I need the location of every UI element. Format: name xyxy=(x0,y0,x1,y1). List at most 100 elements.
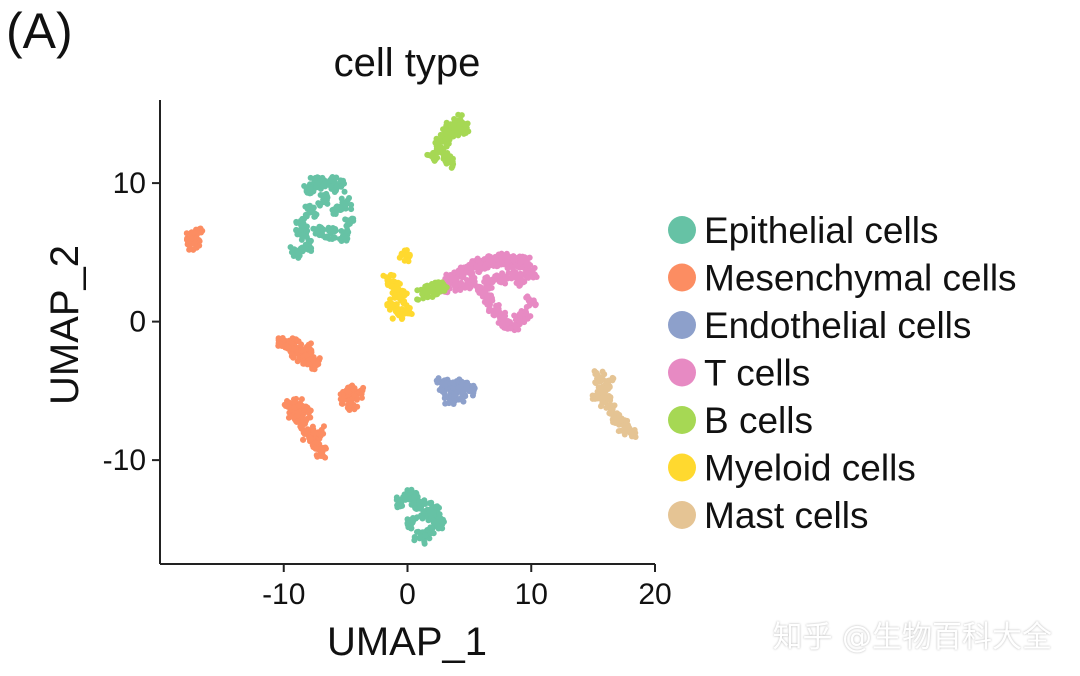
data-point xyxy=(439,286,446,293)
data-point xyxy=(458,112,465,119)
data-point xyxy=(624,417,631,424)
data-point xyxy=(300,436,307,443)
y-tick-label: 0 xyxy=(129,306,146,339)
data-point xyxy=(419,515,426,522)
data-point xyxy=(532,301,539,308)
data-point xyxy=(358,394,365,401)
legend-marker xyxy=(668,501,696,529)
data-point xyxy=(346,194,353,201)
data-point xyxy=(333,183,340,190)
y-tick-label: -10 xyxy=(103,444,146,477)
data-point xyxy=(333,174,340,181)
data-point xyxy=(384,301,391,308)
data-point xyxy=(460,391,467,398)
data-point xyxy=(466,285,473,292)
data-point xyxy=(308,245,315,252)
data-point xyxy=(341,188,348,195)
data-point xyxy=(345,388,352,395)
data-point xyxy=(348,201,355,208)
data-point xyxy=(424,151,431,158)
data-point xyxy=(421,540,428,547)
x-tick-label: 20 xyxy=(638,578,671,611)
series-4 xyxy=(414,111,472,303)
y-axis-title: UMAP_2 xyxy=(43,245,87,405)
data-point xyxy=(308,347,315,354)
data-point xyxy=(465,128,472,135)
data-point xyxy=(430,530,437,537)
data-point xyxy=(592,379,599,386)
data-point xyxy=(347,401,354,408)
data-point xyxy=(387,296,394,303)
data-point xyxy=(307,174,314,181)
panel-label: (A) xyxy=(6,3,73,59)
legend-label: B cells xyxy=(704,400,813,441)
data-point xyxy=(298,396,305,403)
data-point xyxy=(464,385,471,392)
data-point xyxy=(300,346,307,353)
legend-marker xyxy=(668,406,696,434)
data-point xyxy=(314,360,321,367)
data-point xyxy=(348,206,355,213)
data-point xyxy=(301,431,308,438)
data-point xyxy=(290,345,297,352)
data-point xyxy=(607,397,614,404)
data-point xyxy=(407,310,414,317)
data-point xyxy=(525,255,532,262)
data-point xyxy=(410,517,417,524)
data-point xyxy=(507,325,514,332)
data-point xyxy=(318,232,325,239)
data-point xyxy=(443,143,450,150)
data-point xyxy=(610,375,617,382)
data-point xyxy=(482,290,489,297)
data-point xyxy=(436,511,443,518)
series-5 xyxy=(380,247,415,322)
data-point xyxy=(437,131,444,138)
data-point xyxy=(316,355,323,362)
legend-marker xyxy=(668,216,696,244)
data-point xyxy=(599,389,606,396)
data-point xyxy=(339,397,346,404)
legend-marker xyxy=(668,311,696,339)
data-point xyxy=(468,259,475,266)
data-point xyxy=(459,271,466,278)
data-point xyxy=(470,383,477,390)
data-point xyxy=(474,255,481,262)
data-point xyxy=(444,157,451,164)
data-point xyxy=(510,264,517,271)
data-point xyxy=(455,125,462,132)
data-point xyxy=(300,421,307,428)
data-point xyxy=(341,236,348,243)
data-point xyxy=(291,398,298,405)
data-point xyxy=(406,251,413,258)
data-point xyxy=(471,278,478,285)
data-point xyxy=(305,341,312,348)
data-point xyxy=(330,234,337,241)
data-point xyxy=(474,287,481,294)
legend: Epithelial cells Mesenchymal cells Endothe… xyxy=(668,210,1017,536)
data-point xyxy=(427,524,434,531)
data-point xyxy=(398,252,405,259)
data-point xyxy=(333,206,340,213)
data-point xyxy=(451,269,458,276)
y-tick-label: 10 xyxy=(113,167,146,200)
data-point xyxy=(517,259,524,266)
data-point xyxy=(524,293,531,300)
data-point xyxy=(435,375,442,382)
legend-label: Mast cells xyxy=(704,495,868,536)
data-point xyxy=(448,130,455,137)
data-point xyxy=(491,276,498,283)
data-point xyxy=(516,282,523,289)
data-point xyxy=(302,352,309,359)
data-point xyxy=(491,311,498,318)
data-point xyxy=(288,249,295,256)
data-point xyxy=(618,417,625,424)
data-point xyxy=(293,218,300,225)
data-point xyxy=(439,525,446,532)
data-point xyxy=(615,428,622,435)
data-point xyxy=(408,525,415,532)
x-tick-label: 0 xyxy=(399,578,416,611)
data-point xyxy=(424,293,431,300)
data-point xyxy=(454,130,461,137)
axes-layer: -10 0 10 20 -10 0 10 xyxy=(103,100,672,611)
legend-label: Myeloid cells xyxy=(704,448,916,489)
